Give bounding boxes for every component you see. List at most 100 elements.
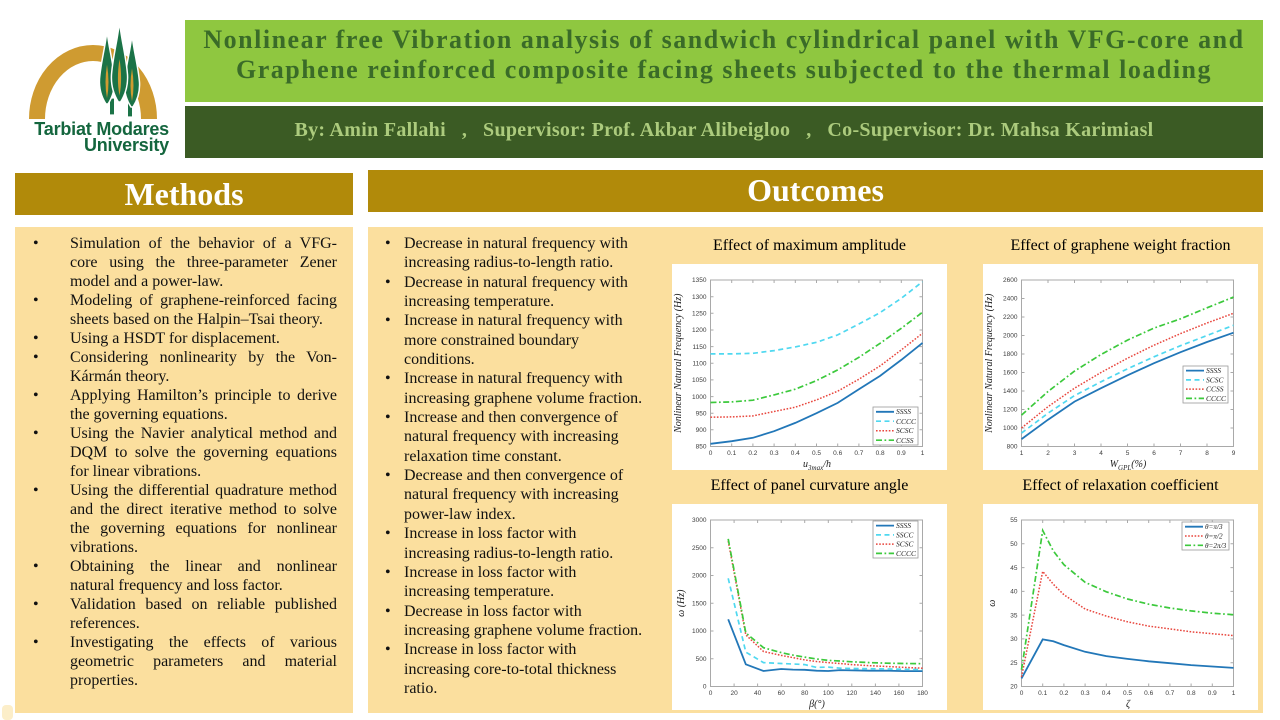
svg-text:0.5: 0.5 xyxy=(812,450,821,457)
svg-text:0.2: 0.2 xyxy=(1059,690,1068,697)
svg-text:1250: 1250 xyxy=(692,311,707,318)
svg-text:40: 40 xyxy=(754,690,762,697)
svg-text:2200: 2200 xyxy=(1003,314,1018,321)
svg-text:1050: 1050 xyxy=(692,377,707,384)
svg-text:0.8: 0.8 xyxy=(876,450,885,457)
svg-text:8: 8 xyxy=(1205,450,1209,457)
svg-text:4: 4 xyxy=(1099,450,1103,457)
svg-text:900: 900 xyxy=(696,427,707,434)
svg-text:0: 0 xyxy=(1020,690,1024,697)
svg-text:ζ: ζ xyxy=(1126,699,1131,710)
svg-text:1: 1 xyxy=(921,450,925,457)
svg-text:950: 950 xyxy=(696,410,707,417)
svg-text:θ=2π/3: θ=2π/3 xyxy=(1205,542,1227,550)
svg-text:1200: 1200 xyxy=(1003,407,1018,414)
svg-text:SCSC: SCSC xyxy=(896,540,915,549)
svg-text:80: 80 xyxy=(801,690,809,697)
svg-text:CCSS: CCSS xyxy=(896,436,914,445)
svg-text:20: 20 xyxy=(1010,684,1018,691)
svg-text:0.9: 0.9 xyxy=(1208,690,1217,697)
svg-text:WGPL(%): WGPL(%) xyxy=(1110,459,1147,470)
svg-text:160: 160 xyxy=(893,690,904,697)
svg-text:0.4: 0.4 xyxy=(1102,690,1111,697)
svg-text:0.6: 0.6 xyxy=(833,450,842,457)
svg-text:5: 5 xyxy=(1126,450,1130,457)
svg-text:0: 0 xyxy=(709,450,713,457)
svg-text:SCSC: SCSC xyxy=(1206,375,1225,384)
svg-text:1: 1 xyxy=(1232,690,1236,697)
svg-text:0: 0 xyxy=(703,684,707,691)
svg-text:7: 7 xyxy=(1179,450,1183,457)
svg-text:1800: 1800 xyxy=(1003,351,1018,358)
svg-text:800: 800 xyxy=(1007,444,1018,451)
svg-text:25: 25 xyxy=(1010,660,1018,667)
svg-text:1400: 1400 xyxy=(1003,388,1018,395)
svg-text:0.5: 0.5 xyxy=(1123,690,1132,697)
svg-text:20: 20 xyxy=(730,690,738,697)
svg-text:0.1: 0.1 xyxy=(727,450,736,457)
svg-text:0.8: 0.8 xyxy=(1187,690,1196,697)
svg-text:0.3: 0.3 xyxy=(1081,690,1090,697)
svg-text:1100: 1100 xyxy=(693,361,707,368)
svg-text:SCSC: SCSC xyxy=(896,426,915,435)
svg-text:9: 9 xyxy=(1232,450,1236,457)
svg-text:2: 2 xyxy=(1046,450,1050,457)
svg-text:SSCC: SSCC xyxy=(896,530,915,539)
svg-text:0.7: 0.7 xyxy=(854,450,863,457)
svg-text:0.9: 0.9 xyxy=(897,450,906,457)
svg-text:0.2: 0.2 xyxy=(748,450,757,457)
svg-text:2000: 2000 xyxy=(692,573,707,580)
svg-text:θ=π/2: θ=π/2 xyxy=(1205,533,1223,541)
svg-text:50: 50 xyxy=(1010,541,1018,548)
svg-text:SSSS: SSSS xyxy=(1206,366,1221,375)
svg-text:University: University xyxy=(84,135,169,155)
svg-text:1600: 1600 xyxy=(1003,370,1018,377)
svg-text:Nonlinear Natural Frequency (H: Nonlinear Natural Frequency (Hz) xyxy=(673,293,684,434)
svg-text:1300: 1300 xyxy=(692,294,707,301)
svg-text:2500: 2500 xyxy=(692,545,707,552)
svg-text:2600: 2600 xyxy=(1003,277,1018,284)
svg-text:2400: 2400 xyxy=(1003,296,1018,303)
svg-text:1: 1 xyxy=(1020,450,1024,457)
svg-text:850: 850 xyxy=(696,444,707,451)
svg-text:0.7: 0.7 xyxy=(1165,690,1174,697)
svg-text:6: 6 xyxy=(1152,450,1156,457)
svg-text:60: 60 xyxy=(778,690,786,697)
svg-text:β(°): β(°) xyxy=(808,699,825,710)
svg-text:1500: 1500 xyxy=(692,601,707,608)
svg-text:1000: 1000 xyxy=(1003,425,1018,432)
svg-text:1200: 1200 xyxy=(692,327,707,334)
svg-text:35: 35 xyxy=(1010,612,1018,619)
svg-text:CCCC: CCCC xyxy=(1206,394,1227,403)
svg-text:0.6: 0.6 xyxy=(1144,690,1153,697)
svg-text:u3max/h: u3max/h xyxy=(803,459,831,470)
svg-text:SSSS: SSSS xyxy=(896,521,911,530)
svg-text:0.1: 0.1 xyxy=(1038,690,1047,697)
svg-text:θ=π/3: θ=π/3 xyxy=(1205,523,1223,531)
svg-text:3000: 3000 xyxy=(692,517,707,524)
svg-text:3: 3 xyxy=(1073,450,1077,457)
svg-text:140: 140 xyxy=(870,690,881,697)
svg-text:1000: 1000 xyxy=(692,628,707,635)
svg-text:0.3: 0.3 xyxy=(770,450,779,457)
svg-text:Nonlinear Natural Frequency (H: Nonlinear Natural Frequency (Hz) xyxy=(984,293,995,434)
svg-text:45: 45 xyxy=(1010,565,1018,572)
svg-text:1000: 1000 xyxy=(692,394,707,401)
svg-text:ω (Hz): ω (Hz) xyxy=(676,589,687,617)
svg-text:2000: 2000 xyxy=(1003,333,1018,340)
svg-text:30: 30 xyxy=(1010,636,1018,643)
svg-text:55: 55 xyxy=(1010,517,1018,524)
svg-text:40: 40 xyxy=(1010,589,1018,596)
svg-text:0.4: 0.4 xyxy=(791,450,800,457)
svg-text:0: 0 xyxy=(709,690,713,697)
svg-text:Tarbiat Modares: Tarbiat Modares xyxy=(34,119,169,139)
svg-text:1150: 1150 xyxy=(693,344,707,351)
svg-text:CCSS: CCSS xyxy=(1206,385,1224,394)
svg-text:180: 180 xyxy=(917,690,928,697)
svg-text:CCCC: CCCC xyxy=(896,417,917,426)
svg-text:SSSS: SSSS xyxy=(896,407,911,416)
svg-text:500: 500 xyxy=(696,656,707,663)
svg-text:120: 120 xyxy=(846,690,857,697)
svg-text:1350: 1350 xyxy=(692,277,707,284)
svg-text:CCCC: CCCC xyxy=(896,549,917,558)
